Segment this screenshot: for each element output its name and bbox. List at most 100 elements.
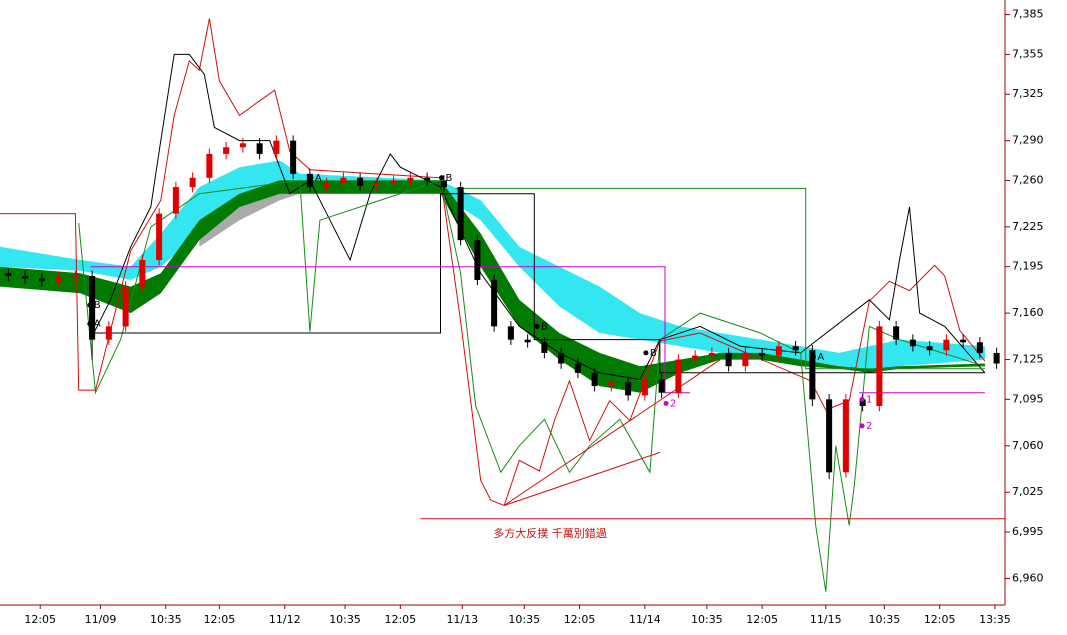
candle-body (239, 143, 246, 148)
candle-body (692, 355, 699, 360)
candle-body (407, 177, 414, 181)
candle-body (189, 177, 196, 188)
candle-body (139, 260, 146, 287)
signal-dot (534, 323, 540, 329)
indicator-line (78, 179, 986, 592)
candle-body (273, 140, 280, 154)
candle-body (658, 379, 665, 393)
indicator-line (0, 18, 986, 507)
signal-dot (308, 175, 314, 181)
y-tick-label: 7,260 (1012, 173, 1044, 186)
y-tick-label: 7,160 (1012, 306, 1044, 319)
x-tick-label: 11/14 (629, 613, 661, 626)
signal-label: B (446, 173, 453, 184)
indicator-line (90, 53, 986, 381)
candle-body (524, 339, 531, 343)
indicator-line (504, 451, 661, 506)
candle-body (759, 352, 766, 356)
signal-dot (643, 350, 649, 356)
candle-body (943, 339, 950, 351)
candle-body (340, 177, 347, 184)
y-tick-label: 7,095 (1012, 392, 1044, 405)
candle-body (792, 346, 799, 351)
x-tick-label: 13:35 (979, 613, 1011, 626)
candle-body (306, 173, 313, 188)
candle-body (541, 342, 548, 353)
x-tick-label: 11/09 (85, 613, 117, 626)
candle-body (742, 352, 749, 367)
candle-body (440, 180, 447, 188)
y-tick-label: 7,385 (1012, 8, 1044, 21)
x-tick-label: 12:05 (24, 613, 56, 626)
x-tick-label: 12:05 (564, 613, 596, 626)
candle-body (558, 352, 565, 364)
candle-body (105, 326, 112, 340)
x-tick-label: 10:35 (691, 613, 723, 626)
signal-label: B (94, 300, 101, 311)
candle-body (625, 382, 632, 396)
indicator-line (503, 359, 721, 506)
signal-label: 2 (670, 398, 676, 409)
signal-dot (87, 302, 93, 308)
y-tick-label: 7,355 (1012, 47, 1044, 60)
x-tick-label: 11/12 (269, 613, 301, 626)
candle-body (708, 352, 715, 356)
candle-body (357, 177, 364, 186)
candle-body (608, 382, 615, 387)
candle-body (290, 140, 297, 174)
candle-body (591, 372, 598, 387)
signal-dot (859, 396, 865, 402)
signal-label: A (94, 319, 101, 330)
signal-label: B (650, 348, 657, 359)
y-tick-label: 6,995 (1012, 525, 1044, 538)
candle-body (842, 399, 849, 473)
candle-body (859, 399, 866, 406)
candle-body (256, 143, 263, 154)
signal-label: 2 (866, 421, 872, 432)
signal-dot (439, 175, 445, 181)
candle-body (55, 277, 62, 282)
candle-body (876, 326, 883, 406)
plot-mask (1005, 0, 1067, 635)
candle-body (22, 275, 29, 279)
y-tick-label: 7,325 (1012, 87, 1044, 100)
candle-body (474, 240, 481, 280)
candle-body (893, 326, 900, 340)
x-tick-label: 12:05 (746, 613, 778, 626)
candle-body (491, 279, 498, 327)
candle-body (725, 352, 732, 367)
candle-body (574, 363, 581, 373)
candle-body (390, 180, 397, 184)
y-tick-label: 7,060 (1012, 439, 1044, 452)
candle-body (156, 213, 163, 261)
x-tick-label: 10:35 (329, 613, 361, 626)
candle-body (775, 346, 782, 356)
signal-dot (810, 354, 816, 360)
candle-body (507, 326, 514, 340)
y-tick-label: 7,125 (1012, 353, 1044, 366)
candle-body (172, 187, 179, 214)
x-tick-label: 11/15 (810, 613, 842, 626)
signal-label: B (541, 321, 548, 332)
candle-body (223, 147, 230, 154)
candle-body (826, 399, 833, 473)
x-tick-label: 10:35 (869, 613, 901, 626)
candle-body (38, 278, 45, 282)
signal-label: A (817, 352, 824, 363)
candle-body (809, 350, 816, 400)
x-tick-label: 11/13 (446, 613, 478, 626)
x-tick-label: 10:35 (150, 613, 182, 626)
cloud-band (0, 160, 985, 373)
signal-dot (87, 321, 93, 327)
y-tick-label: 7,025 (1012, 485, 1044, 498)
candle-body (206, 153, 213, 178)
x-tick-label: 12:05 (384, 613, 416, 626)
candle-body (323, 183, 330, 188)
candle-body (5, 273, 12, 276)
candle-body (641, 379, 648, 396)
y-tick-label: 7,195 (1012, 260, 1044, 273)
candle-body (926, 346, 933, 351)
signal-label: A (315, 173, 322, 184)
signal-label: 1 (866, 394, 872, 405)
